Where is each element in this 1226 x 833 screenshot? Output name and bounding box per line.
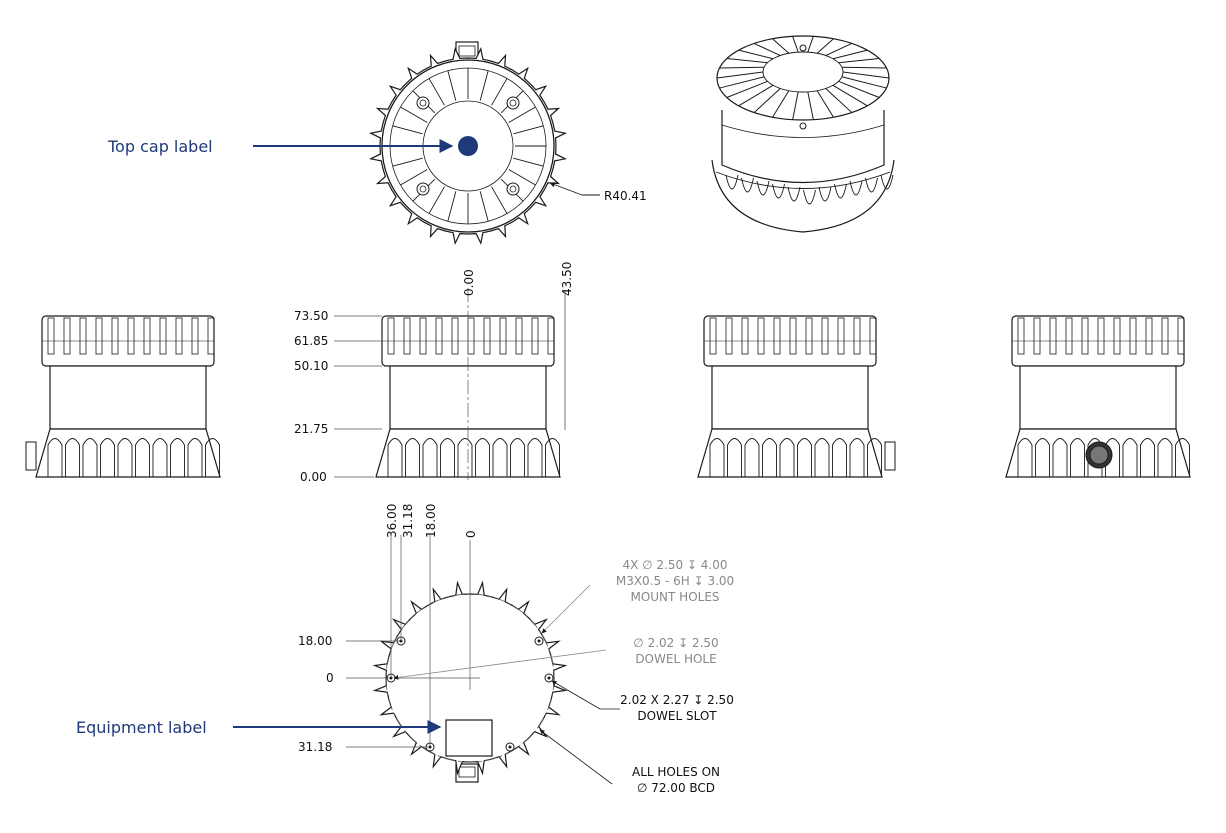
slot-note-line2: DOWEL SLOT bbox=[637, 709, 717, 723]
height-0-00: 0.00 bbox=[300, 470, 327, 484]
top-cap-callout-text: Top cap label bbox=[107, 137, 213, 156]
x-dim-31-18: 31.18 bbox=[401, 504, 415, 538]
offset-43-50: 43.50 bbox=[560, 262, 574, 296]
radius-dimension: R40.41 bbox=[604, 189, 647, 203]
height-50-10: 50.10 bbox=[294, 359, 328, 373]
bcd-note-line1: ALL HOLES ON bbox=[632, 765, 720, 779]
slot-note-line1: 2.02 X 2.27 ↧ 2.50 bbox=[620, 693, 734, 707]
y-dim-0: 0 bbox=[326, 671, 334, 685]
equipment-callout-text: Equipment label bbox=[76, 718, 207, 737]
bottom-view bbox=[346, 535, 568, 783]
side-connector-right bbox=[884, 441, 896, 471]
dowel-note-line2: DOWEL HOLE bbox=[635, 652, 716, 666]
equipment-label-area bbox=[445, 719, 493, 757]
height-21-75: 21.75 bbox=[294, 422, 328, 436]
x-dim-0: 0 bbox=[464, 530, 478, 538]
top-cap-label-dot bbox=[458, 136, 478, 156]
side-connector-left bbox=[25, 441, 37, 471]
height-61-85: 61.85 bbox=[294, 334, 328, 348]
mount-note-line1: 4X ∅ 2.50 ↧ 4.00 bbox=[622, 558, 727, 572]
top-view bbox=[368, 41, 568, 246]
bcd-note-line2: ∅ 72.00 BCD bbox=[637, 781, 715, 795]
dowel-note-line1: ∅ 2.02 ↧ 2.50 bbox=[633, 636, 718, 650]
x-dim-18-00: 18.00 bbox=[424, 504, 438, 538]
y-dim-31-18: 31.18 bbox=[298, 740, 332, 754]
height-73-50: 73.50 bbox=[294, 309, 328, 323]
isometric-view bbox=[711, 35, 895, 233]
connector-bottom bbox=[455, 763, 479, 783]
center-0-00: 0.00 bbox=[462, 269, 476, 296]
mount-note-line3: MOUNT HOLES bbox=[630, 590, 719, 604]
side-view-left bbox=[35, 315, 221, 478]
x-dim-36-00: 36.00 bbox=[385, 504, 399, 538]
side-dimensions bbox=[334, 288, 566, 480]
side-view-right bbox=[697, 315, 883, 478]
mount-note-line2: M3X0.5 - 6H ↧ 3.00 bbox=[616, 574, 734, 588]
y-dim-18-00: 18.00 bbox=[298, 634, 332, 648]
